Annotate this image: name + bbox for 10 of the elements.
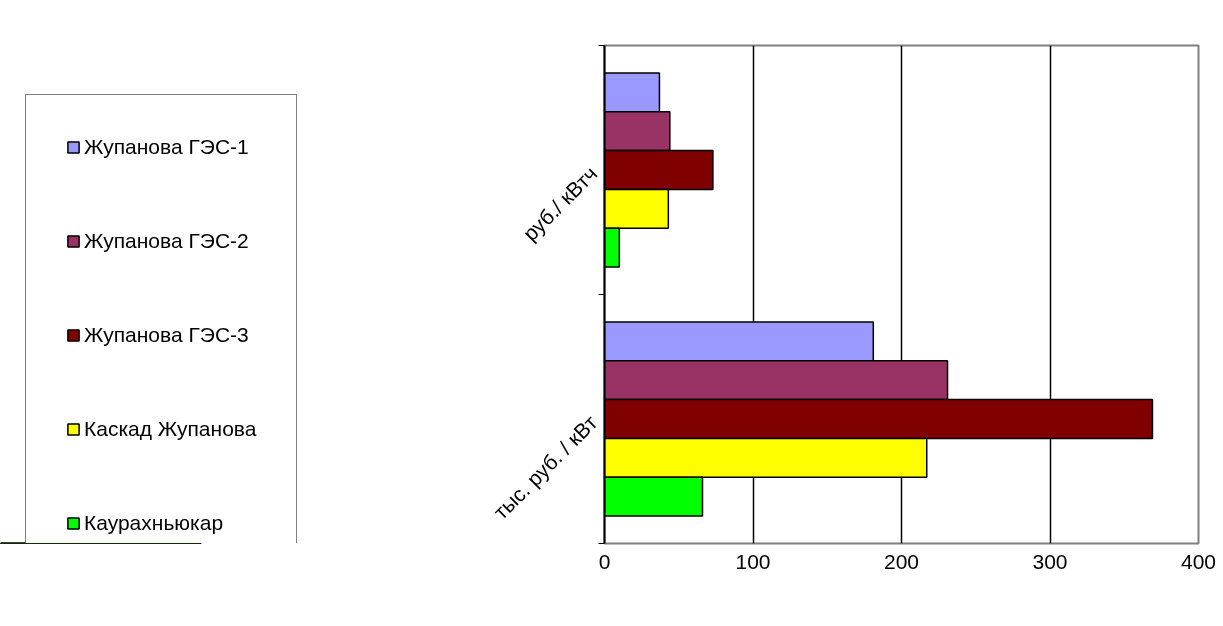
x-tick-label: 200 <box>883 549 920 573</box>
legend-label: Каурахньюкар <box>84 511 224 535</box>
legend-label: Жупанова ГЭС-2 <box>84 229 249 253</box>
x-tick-label: 100 <box>735 549 771 573</box>
legend-label: Жупанова ГЭС-1 <box>84 135 249 159</box>
x-tick-label: 0 <box>598 549 611 573</box>
legend-label: Жупанова ГЭС-3 <box>84 323 249 347</box>
legend-label: Каскад Жупанова <box>84 417 257 441</box>
x-tick-label: 400 <box>1180 549 1217 573</box>
x-tick-label: 300 <box>1032 549 1068 573</box>
